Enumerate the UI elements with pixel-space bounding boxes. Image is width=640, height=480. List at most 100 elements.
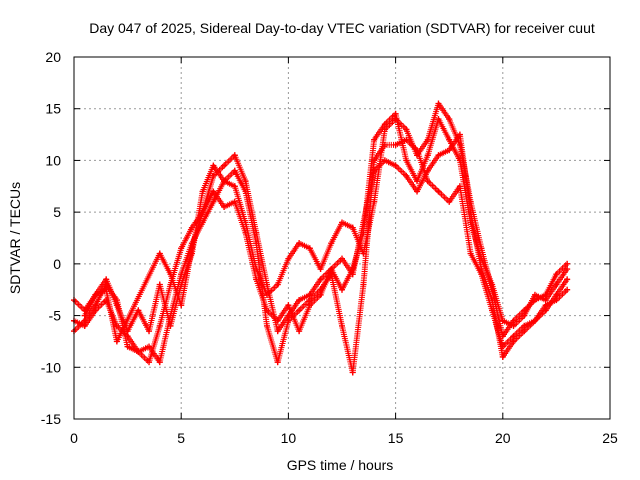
data-point: [210, 198, 217, 205]
data-point: [221, 162, 228, 169]
data-point: [81, 322, 88, 329]
data-point: [435, 188, 442, 195]
data-point: [424, 152, 431, 159]
y-tick-label: 5: [53, 204, 61, 220]
data-point: [242, 178, 249, 185]
data-point: [231, 183, 238, 190]
data-point: [564, 266, 571, 273]
x-tick-label: 20: [495, 430, 511, 446]
data-point: [553, 281, 560, 288]
data-point: [306, 302, 313, 309]
data-point: [392, 110, 399, 117]
data-point: [371, 136, 378, 143]
data-point: [521, 328, 528, 335]
data-point: [167, 322, 174, 329]
data-point: [231, 167, 238, 174]
data-point: [392, 162, 399, 169]
y-tick-label: 0: [53, 256, 61, 272]
data-point: [146, 359, 153, 366]
y-tick-label: 15: [45, 101, 61, 117]
data-point: [156, 322, 163, 329]
data-point: [113, 302, 120, 309]
data-point: [521, 312, 528, 319]
data-point: [124, 328, 131, 335]
data-point: [392, 141, 399, 148]
series-markers: [71, 131, 571, 366]
data-point: [424, 136, 431, 143]
data-point: [531, 317, 538, 324]
data-point: [231, 198, 238, 205]
data-point: [510, 317, 517, 324]
data-point: [156, 359, 163, 366]
data-point: [253, 276, 260, 283]
data-point: [542, 302, 549, 309]
x-tick-label: 10: [281, 430, 297, 446]
data-point: [435, 116, 442, 123]
data-point: [360, 281, 367, 288]
data-point: [92, 291, 99, 298]
data-point: [328, 266, 335, 273]
chart-title: Day 047 of 2025, Sidereal Day-to-day VTE…: [89, 20, 595, 36]
data-point: [414, 178, 421, 185]
data-point: [92, 302, 99, 309]
data-point: [414, 152, 421, 159]
data-point: [478, 266, 485, 273]
data-point: [446, 136, 453, 143]
data-point: [274, 328, 281, 335]
x-axis-label: GPS time / hours: [287, 457, 394, 473]
data-point: [274, 359, 281, 366]
data-point: [296, 297, 303, 304]
data-point: [263, 322, 270, 329]
data-point: [339, 322, 345, 329]
data-point: [489, 297, 496, 304]
data-point: [135, 348, 142, 355]
data-point: [489, 281, 496, 288]
data-point: [564, 286, 571, 293]
y-tick-label: -15: [41, 411, 61, 427]
data-point: [199, 209, 206, 216]
data-point: [81, 312, 88, 319]
series-markers: [71, 100, 571, 340]
data-point: [296, 240, 303, 247]
y-tick-label: -10: [41, 359, 61, 375]
series-layer: [71, 100, 571, 376]
data-point: [242, 229, 249, 236]
plot-frame: [73, 56, 611, 420]
data-point: [274, 281, 281, 288]
data-point: [510, 322, 517, 329]
data-point: [328, 240, 335, 247]
data-point: [371, 167, 378, 174]
y-tick-label: -5: [49, 308, 62, 324]
data-point: [317, 291, 324, 298]
data-point: [296, 328, 303, 335]
data-point: [456, 131, 463, 138]
data-point: [446, 116, 453, 123]
data-point: [349, 271, 356, 278]
data-point: [317, 266, 324, 273]
data-point: [499, 317, 506, 324]
data-point: [146, 343, 153, 350]
x-tick-label: 15: [388, 430, 404, 446]
data-point: [531, 291, 538, 298]
data-point: [467, 209, 474, 216]
data-point: [113, 338, 120, 345]
data-point: [113, 322, 120, 329]
data-point: [253, 229, 260, 236]
data-point: [564, 260, 571, 267]
data-point: [414, 188, 421, 195]
data-point: [446, 198, 453, 205]
data-point: [263, 281, 270, 288]
data-point: [403, 172, 410, 179]
grid-lines: [74, 57, 610, 419]
data-point: [103, 276, 110, 283]
x-axis-ticks: 0 5 10 15 20 25: [70, 57, 618, 446]
data-point: [510, 338, 517, 345]
data-point: [199, 188, 206, 195]
series-track-4: [71, 131, 571, 366]
data-point: [167, 281, 174, 288]
data-point: [564, 276, 571, 283]
data-point: [553, 271, 560, 278]
data-point: [188, 224, 195, 231]
x-tick-label: 25: [602, 430, 618, 446]
